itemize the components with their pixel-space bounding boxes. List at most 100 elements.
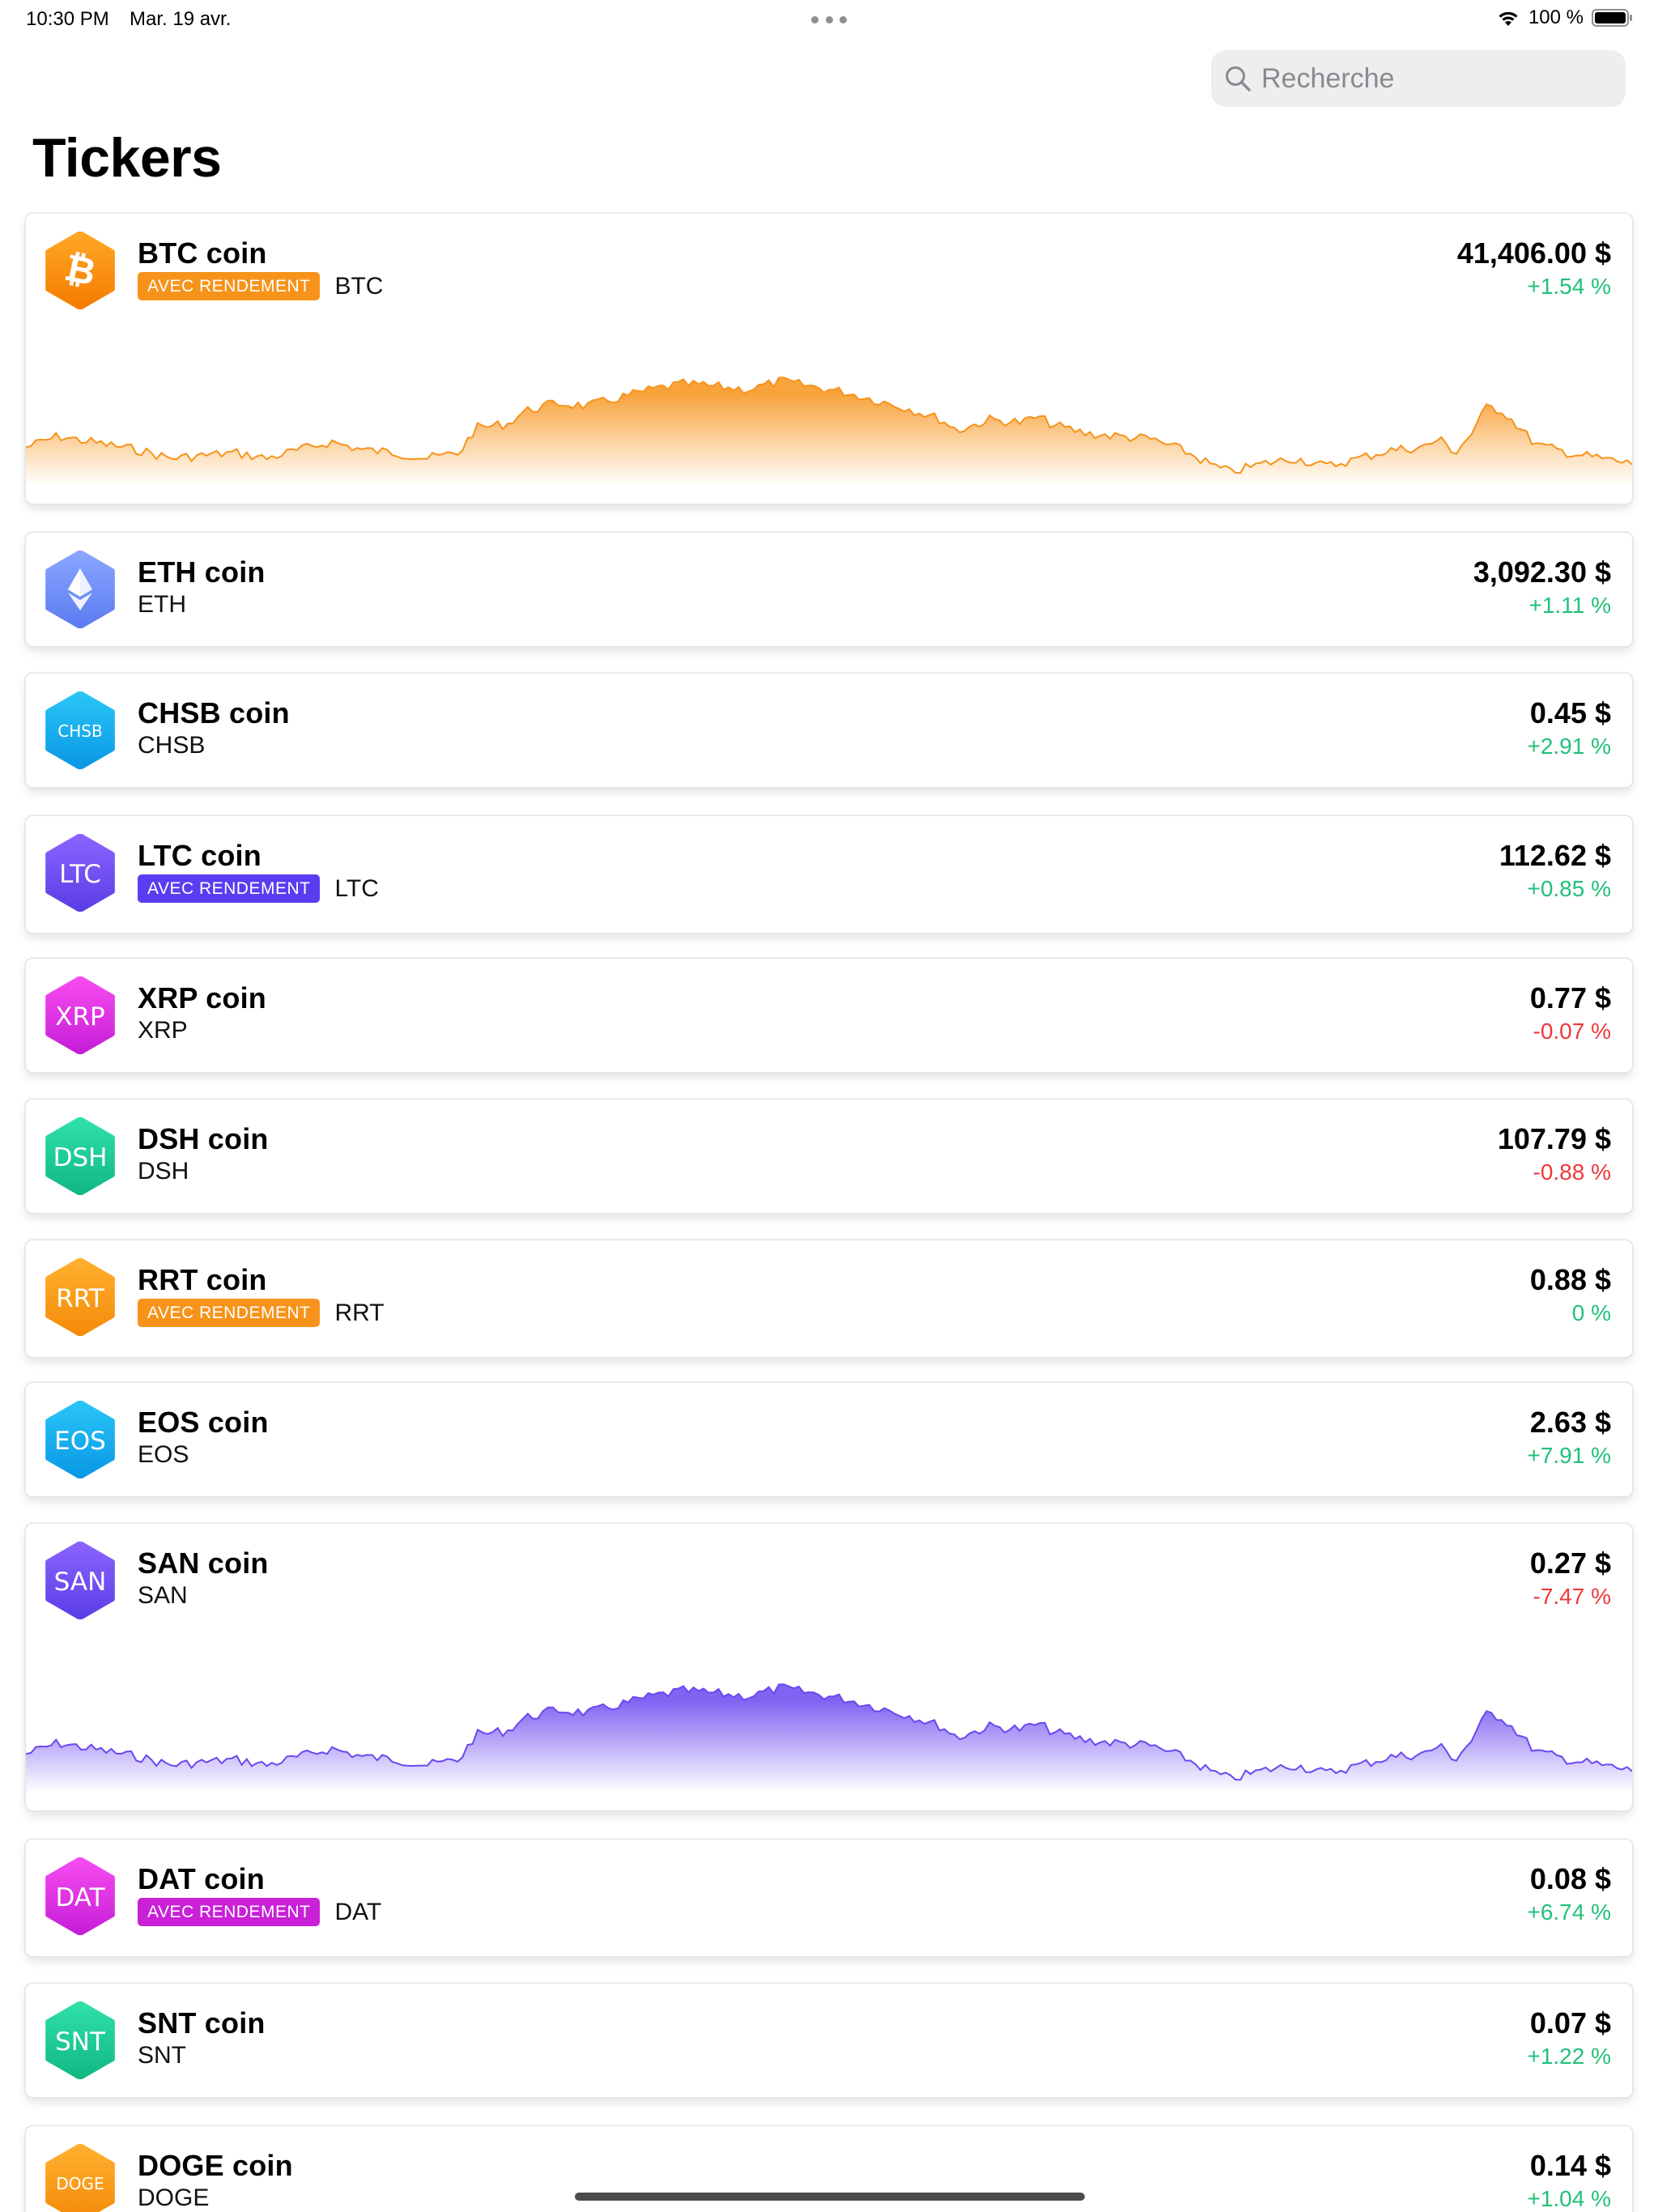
status-indicators: 100 % [1496, 6, 1634, 29]
price-change: -0.88 % [1533, 1159, 1612, 1185]
san-icon: SAN [45, 1542, 115, 1619]
icon-label: DOGE [56, 2174, 104, 2193]
ethereum-icon [45, 551, 115, 628]
icon-label: DAT [55, 1883, 105, 1912]
icon-label: EOS [54, 1427, 106, 1456]
battery-percent: 100 % [1528, 6, 1584, 28]
coin-subtitle-row: EOS [138, 1441, 189, 1469]
eos-icon: EOS [45, 1401, 115, 1478]
xrp-icon: XRP [45, 976, 115, 1054]
price-change: +7.91 % [1527, 1443, 1611, 1468]
ltc-icon: LTC [45, 834, 115, 912]
ticker-card-btc[interactable]: ₿ BTC coin AVEC RENDEMENT BTC 41,406.00 $ +1.… [26, 214, 1632, 504]
search-bar[interactable] [1211, 50, 1626, 107]
coin-subtitle-row: ETH [138, 591, 186, 619]
coin-price: 0.45 $ [1529, 696, 1611, 730]
ticker-card-xrp[interactable]: XRP XRP coin XRP 0.77 $ -0.07 % [26, 959, 1632, 1072]
status-date: Mar. 19 avr. [130, 8, 232, 30]
ticker-card-snt[interactable]: SNT SNT coin SNT 0.07 $ +1.22 % [26, 1984, 1632, 2097]
price-change: +6.74 % [1527, 1899, 1611, 1925]
yield-badge: AVEC RENDEMENT [138, 1898, 321, 1926]
coin-subtitle-row: XRP [138, 1017, 188, 1044]
search-icon [1222, 63, 1253, 94]
ticker-card-eos[interactable]: EOS EOS coin EOS 2.63 $ +7.91 % [26, 1383, 1632, 1496]
coin-name: ETH coin [138, 555, 266, 589]
coin-symbol: LTC [334, 874, 379, 902]
bitcoin-icon: ₿ [45, 232, 115, 309]
price-change: -0.07 % [1533, 1019, 1612, 1044]
ticker-card-san[interactable]: SAN SAN coin SAN 0.27 $ -7.47 % [26, 1524, 1632, 1810]
icon-label: XRP [55, 1002, 104, 1032]
coin-subtitle-row: AVEC RENDEMENT LTC [138, 874, 379, 903]
coin-price: 0.07 $ [1529, 2006, 1611, 2040]
icon-label: DSH [53, 1143, 108, 1172]
coin-name: SNT coin [138, 2006, 266, 2040]
coin-name: RRT coin [138, 1263, 267, 1296]
coin-symbol: BTC [334, 272, 384, 300]
search-input[interactable] [1261, 62, 1601, 95]
chsb-icon: CHSB [45, 691, 115, 769]
coin-subtitle-row: AVEC RENDEMENT RRT [138, 1299, 385, 1327]
price-change: +0.85 % [1527, 876, 1611, 901]
coin-price: 112.62 $ [1499, 839, 1611, 872]
multitasking-dots-icon[interactable] [811, 16, 847, 23]
price-change: +1.04 % [1527, 2186, 1611, 2211]
rrt-icon: RRT [45, 1258, 115, 1336]
coin-symbol: SNT [138, 2042, 186, 2069]
yield-badge: AVEC RENDEMENT [138, 874, 321, 903]
coin-price: 107.79 $ [1497, 1122, 1611, 1155]
sparkline-line [26, 1683, 1632, 1781]
coin-name: BTC coin [138, 236, 267, 270]
coin-symbol: XRP [138, 1017, 188, 1044]
coin-symbol: EOS [138, 1441, 189, 1468]
doge-icon: DOGE [45, 2144, 115, 2212]
coin-symbol: CHSB [138, 732, 206, 759]
price-change: +2.91 % [1527, 734, 1611, 759]
coin-price: 0.14 $ [1529, 2149, 1611, 2182]
ticker-card-eth[interactable]: ETH coin ETH 3,092.30 $ +1.11 % [26, 533, 1632, 646]
home-indicator[interactable] [575, 2193, 1085, 2201]
price-change: +1.54 % [1527, 274, 1611, 299]
coin-subtitle-row: CHSB [138, 732, 205, 759]
coin-subtitle-row: DOGE [138, 2184, 209, 2212]
coin-subtitle-row: DSH [138, 1158, 189, 1185]
battery-icon [1592, 8, 1634, 28]
ticker-card-dat[interactable]: DAT DAT coin AVEC RENDEMENT DAT 0.08 $ +6.74 … [26, 1840, 1632, 1956]
coin-price: 0.08 $ [1529, 1862, 1611, 1895]
icon-label: CHSB [57, 721, 102, 741]
ticker-card-ltc[interactable]: LTC LTC coin AVEC RENDEMENT LTC 112.62 $ +0.8… [26, 816, 1632, 933]
coin-symbol: DSH [138, 1158, 189, 1185]
yield-badge: AVEC RENDEMENT [138, 1299, 321, 1327]
coin-price: 0.77 $ [1529, 981, 1611, 1015]
sparkline-line [26, 376, 1632, 474]
coin-price: 41,406.00 $ [1456, 236, 1611, 270]
icon-label: LTC [59, 860, 101, 889]
coin-price: 0.88 $ [1529, 1263, 1611, 1296]
coin-symbol: DOGE [138, 2184, 210, 2211]
page-title: Tickers [32, 127, 222, 189]
price-change: -7.47 % [1533, 1584, 1612, 1609]
icon-label: SNT [55, 2027, 106, 2057]
coin-symbol: SAN [138, 1582, 188, 1609]
price-change: 0 % [1571, 1300, 1611, 1325]
status-time: 10:30 PM [26, 8, 109, 30]
wifi-icon [1496, 8, 1520, 28]
coin-name: XRP coin [138, 981, 266, 1015]
coin-name: DSH coin [138, 1122, 269, 1155]
ticker-card-rrt[interactable]: RRT RRT coin AVEC RENDEMENT RRT 0.88 $ 0 % [26, 1240, 1632, 1357]
coin-price: 3,092.30 $ [1473, 555, 1611, 589]
price-change: +1.11 % [1528, 593, 1611, 618]
coin-name: DOGE coin [138, 2149, 293, 2182]
ticker-card-chsb[interactable]: CHSB CHSB coin CHSB 0.45 $ +2.91 % [26, 674, 1632, 787]
coin-price: 2.63 $ [1529, 1406, 1611, 1439]
coin-subtitle-row: SAN [138, 1582, 188, 1610]
coin-name: SAN coin [138, 1546, 269, 1580]
ticker-card-dsh[interactable]: DSH DSH coin DSH 107.79 $ -0.88 % [26, 1100, 1632, 1213]
coin-name: CHSB coin [138, 696, 290, 730]
icon-label: RRT [56, 1284, 105, 1313]
price-sparkline [26, 332, 1632, 504]
coin-subtitle-row: SNT [138, 2042, 186, 2069]
coin-subtitle-row: AVEC RENDEMENT DAT [138, 1898, 381, 1926]
coin-name: EOS coin [138, 1406, 269, 1439]
price-change: +1.22 % [1527, 2044, 1611, 2069]
